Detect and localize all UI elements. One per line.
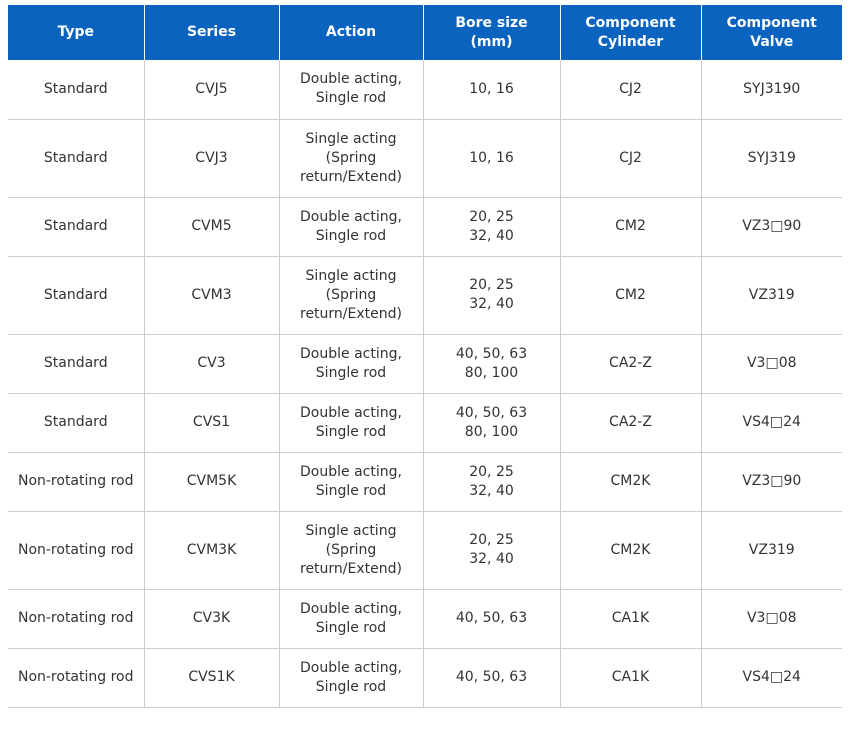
column-header-valve: Component Valve — [700, 5, 842, 60]
cell-action: Single acting (Spring return/Extend) — [278, 511, 423, 590]
cell-series: CVS1K — [143, 648, 279, 708]
table-row: Standard CVM5 Double acting, Single rod 20,… — [8, 197, 842, 257]
column-header-type: Type — [8, 5, 144, 60]
table-row: Standard CVJ3 Single acting (Spring return… — [8, 119, 842, 198]
table-header-row: Type Series Action Bore size (mm) Component … — [8, 5, 842, 60]
table-row: Non-rotating rod CVM3K Single acting (Spri… — [8, 511, 842, 590]
cell-valve: VZ3□90 — [700, 197, 842, 257]
cell-valve: VS4□24 — [700, 393, 842, 453]
table-row: Non-rotating rod CV3K Double acting, Singl… — [8, 589, 842, 649]
cell-valve: V3□08 — [700, 334, 842, 394]
table-row: Non-rotating rod CVS1K Double acting, Sing… — [8, 648, 842, 708]
cell-cylinder: CJ2 — [559, 119, 701, 198]
cell-type: Standard — [8, 334, 144, 394]
table-row: Standard CV3 Double acting, Single rod 40, … — [8, 334, 842, 394]
cell-cylinder: CM2 — [559, 197, 701, 257]
column-header-bore: Bore size (mm) — [422, 5, 560, 60]
cell-bore: 20, 25 32, 40 — [422, 452, 560, 512]
cell-action: Double acting, Single rod — [278, 589, 423, 649]
cell-bore: 40, 50, 63 — [422, 648, 560, 708]
cell-series: CVM5K — [143, 452, 279, 512]
cell-valve: V3□08 — [700, 589, 842, 649]
cell-valve: SYJ3190 — [700, 60, 842, 120]
cell-action: Double acting, Single rod — [278, 452, 423, 512]
table-body: Standard CVJ5 Double acting, Single rod 10,… — [8, 60, 842, 708]
cell-bore: 20, 25 32, 40 — [422, 197, 560, 257]
cell-type: Standard — [8, 60, 144, 120]
cell-valve: VS4□24 — [700, 648, 842, 708]
cell-cylinder: CA1K — [559, 648, 701, 708]
cell-action: Single acting (Spring return/Extend) — [278, 119, 423, 198]
cell-series: CVJ3 — [143, 119, 279, 198]
cell-series: CVJ5 — [143, 60, 279, 120]
cell-bore: 20, 25 32, 40 — [422, 511, 560, 590]
cell-cylinder: CM2K — [559, 452, 701, 512]
cell-action: Double acting, Single rod — [278, 334, 423, 394]
cell-action: Double acting, Single rod — [278, 197, 423, 257]
table-row: Non-rotating rod CVM5K Double acting, Sing… — [8, 452, 842, 512]
cell-bore: 40, 50, 63 80, 100 — [422, 334, 560, 394]
table-row: Standard CVM3 Single acting (Spring return… — [8, 256, 842, 335]
cell-type: Standard — [8, 119, 144, 198]
cell-valve: SYJ319 — [700, 119, 842, 198]
cell-series: CVM3 — [143, 256, 279, 335]
cell-series: CVM5 — [143, 197, 279, 257]
cell-type: Non-rotating rod — [8, 589, 144, 649]
cell-valve: VZ3□90 — [700, 452, 842, 512]
column-header-series: Series — [143, 5, 279, 60]
cell-bore: 40, 50, 63 — [422, 589, 560, 649]
cell-cylinder: CA2-Z — [559, 393, 701, 453]
cell-action: Double acting, Single rod — [278, 393, 423, 453]
cell-action: Double acting, Single rod — [278, 648, 423, 708]
cell-cylinder: CM2 — [559, 256, 701, 335]
cell-cylinder: CJ2 — [559, 60, 701, 120]
cell-cylinder: CA2-Z — [559, 334, 701, 394]
cell-bore: 40, 50, 63 80, 100 — [422, 393, 560, 453]
cell-type: Standard — [8, 197, 144, 257]
cell-valve: VZ319 — [700, 511, 842, 590]
cell-bore: 10, 16 — [422, 60, 560, 120]
cell-bore: 20, 25 32, 40 — [422, 256, 560, 335]
column-header-cylinder: Component Cylinder — [559, 5, 701, 60]
cell-series: CV3K — [143, 589, 279, 649]
cell-type: Non-rotating rod — [8, 511, 144, 590]
cell-series: CVM3K — [143, 511, 279, 590]
cell-cylinder: CA1K — [559, 589, 701, 649]
cell-series: CVS1 — [143, 393, 279, 453]
cell-type: Non-rotating rod — [8, 648, 144, 708]
cell-action: Double acting, Single rod — [278, 60, 423, 120]
cell-type: Non-rotating rod — [8, 452, 144, 512]
cell-bore: 10, 16 — [422, 119, 560, 198]
cell-valve: VZ319 — [700, 256, 842, 335]
table-row: Standard CVS1 Double acting, Single rod 40,… — [8, 393, 842, 453]
spec-table: Type Series Action Bore size (mm) Component … — [8, 5, 842, 708]
cell-type: Standard — [8, 256, 144, 335]
cell-cylinder: CM2K — [559, 511, 701, 590]
cell-action: Single acting (Spring return/Extend) — [278, 256, 423, 335]
column-header-action: Action — [278, 5, 423, 60]
cell-series: CV3 — [143, 334, 279, 394]
table-row: Standard CVJ5 Double acting, Single rod 10,… — [8, 60, 842, 120]
cell-type: Standard — [8, 393, 144, 453]
